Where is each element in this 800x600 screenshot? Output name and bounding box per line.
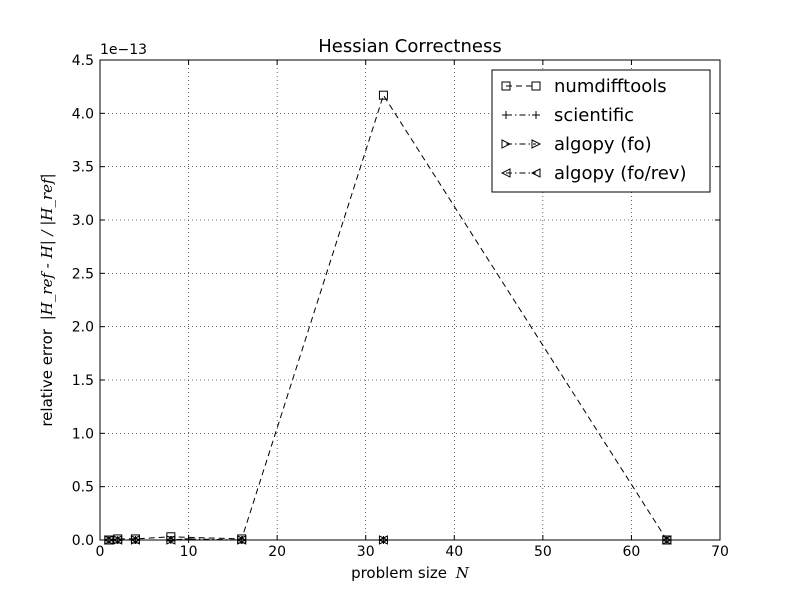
- data-point-numdifftools: [130, 534, 140, 544]
- y-axis-label-math: |H_ref - H| / |H_ref|: [38, 173, 56, 320]
- y-tick-label: 3.5: [72, 160, 94, 176]
- x-tick-label: 30: [357, 544, 375, 560]
- legend-entry-scientific: scientific: [502, 105, 634, 126]
- y-tick-label: 3.0: [72, 213, 94, 229]
- legend-box: [491, 69, 711, 193]
- data-point-numdifftools: [166, 532, 176, 542]
- legend-marker-algopy-fo-rev: [500, 168, 511, 178]
- y-offset-label: 1e−13: [100, 42, 147, 58]
- x-tick-label: 60: [623, 544, 641, 560]
- series-numdifftools: [104, 90, 672, 545]
- x-tick-label: 20: [268, 544, 286, 560]
- legend-label-algopy-fo-rev: algopy (fo/rev): [554, 163, 686, 184]
- svg-text:relative error |H_ref -: relative error |H_ref - H| / |H_ref|: [38, 173, 56, 426]
- x-tick-label: 70: [711, 544, 729, 560]
- legend-label-numdifftools: numdifftools: [554, 76, 667, 97]
- x-tick-label: 40: [445, 544, 463, 560]
- chart-title: Hessian Correctness: [318, 36, 501, 57]
- y-axis-label-text: relative error: [38, 328, 56, 426]
- legend-marker-algopy-fo: [531, 139, 542, 149]
- y-tick-label: 1.5: [72, 373, 94, 389]
- y-tick-label: 1.0: [72, 426, 94, 442]
- x-tick-label: 0: [96, 544, 105, 560]
- x-axis-label-math: N: [455, 564, 470, 582]
- legend-marker-scientific: [532, 111, 540, 119]
- svg-text:problem size N: problem size N: [351, 564, 470, 582]
- y-tick-label: 2.0: [72, 320, 94, 336]
- y-tick-label: 0.0: [72, 533, 94, 549]
- legend-label-scientific: scientific: [554, 105, 634, 126]
- y-tick-label: 0.5: [72, 480, 94, 496]
- plot-frame: [99, 59, 721, 541]
- data-point-numdifftools: [378, 90, 388, 100]
- y-tick-label: 4.0: [72, 106, 94, 122]
- legend-entry-numdifftools: numdifftools: [501, 76, 667, 97]
- legend: numdifftools scientific algopy (fo) algopy …: [491, 69, 711, 193]
- x-tick-label: 50: [534, 544, 552, 560]
- x-axis-label: problem size N: [351, 564, 470, 582]
- legend-entry-algopy-fo-rev: algopy (fo/rev): [500, 163, 686, 184]
- axis-ticks: 0 10 20 30 40 50 60 70 0.0 0.5 1.0 1.5 2.0 2.5 3.0 3.5 4…: [72, 53, 729, 560]
- legend-marker-algopy-fo-rev: [530, 168, 541, 178]
- x-axis-label-text: problem size: [351, 564, 447, 582]
- legend-marker-numdifftools: [501, 81, 511, 91]
- legend-label-algopy-fo: algopy (fo): [554, 134, 652, 155]
- series-line-scientific: [108, 538, 667, 541]
- y-axis-label: relative error |H_ref - H| / |H_ref|: [38, 173, 56, 426]
- data-point-numdifftools: [237, 534, 247, 544]
- legend-marker-numdifftools: [531, 81, 541, 91]
- data-point-numdifftools: [113, 534, 123, 544]
- y-tick-label: 4.5: [72, 53, 94, 69]
- legend-entry-algopy-fo: algopy (fo): [501, 134, 652, 155]
- x-tick-label: 10: [180, 544, 198, 560]
- series-line-numdifftools: [108, 94, 668, 541]
- y-tick-label: 2.5: [72, 266, 94, 282]
- legend-marker-scientific: [502, 111, 510, 119]
- legend-marker-algopy-fo: [501, 139, 512, 149]
